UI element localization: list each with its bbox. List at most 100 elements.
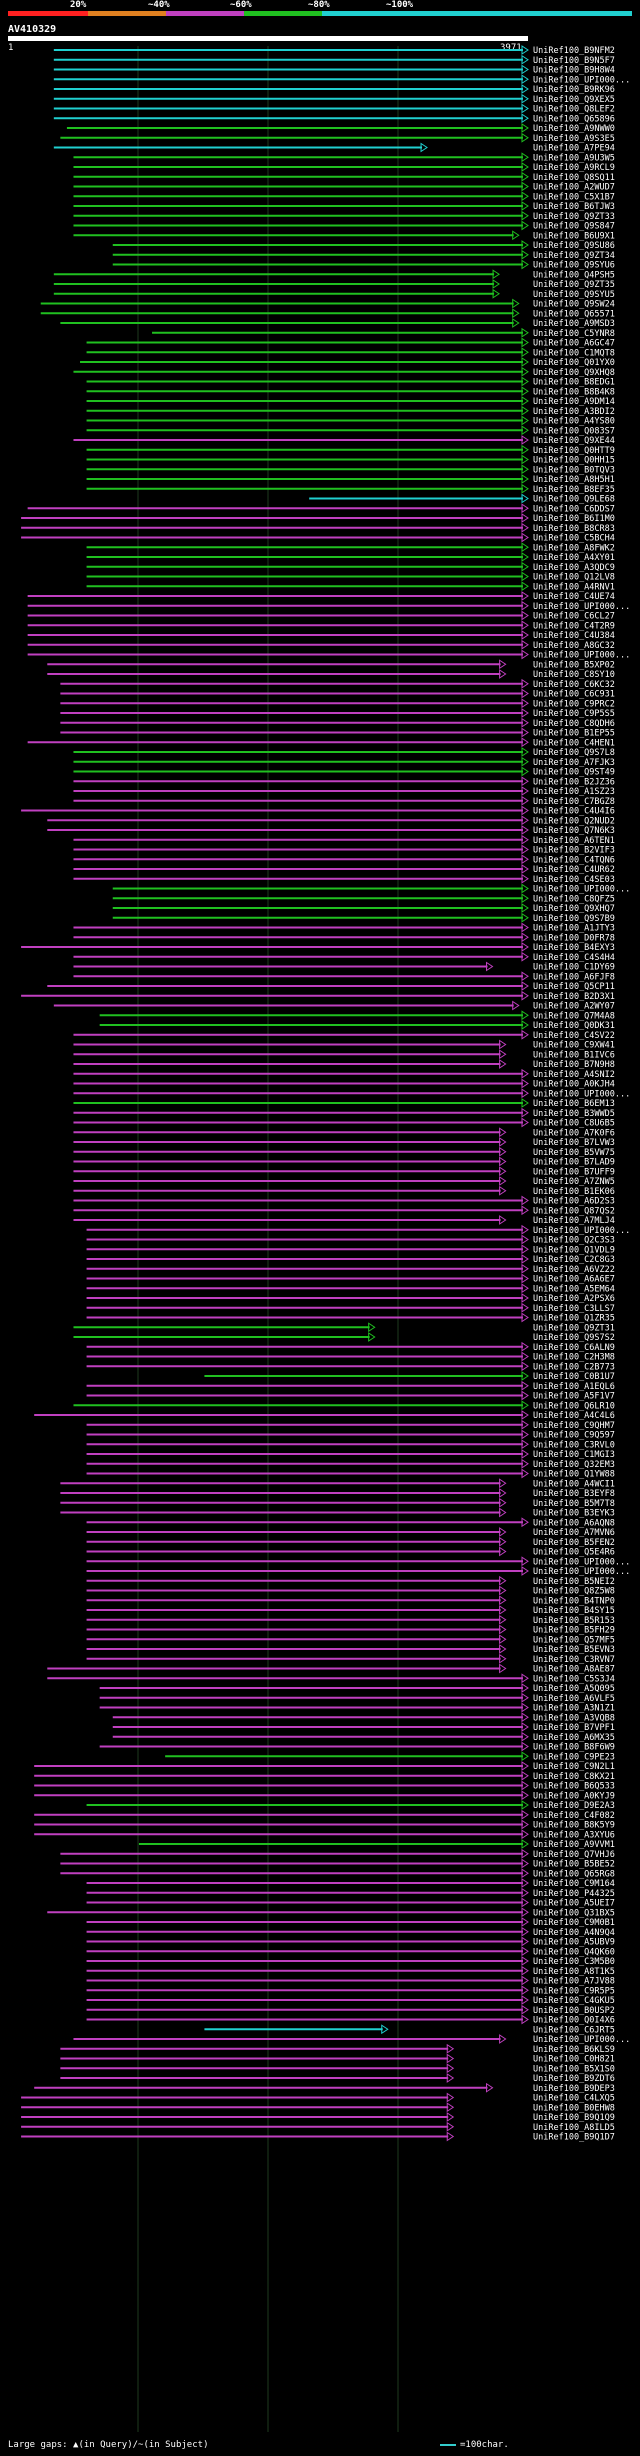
hit-row[interactable]: UniRef100_C6KC32 — [60, 678, 615, 690]
hit-row[interactable]: UniRef100_B5NEI2 — [86, 1575, 615, 1587]
hit-row[interactable]: UniRef100_B7N9H8 — [73, 1059, 615, 1070]
hit-row[interactable]: UniRef100_A5UEI7 — [86, 1897, 615, 1909]
hit-row[interactable]: UniRef100_B4EXY3 — [21, 942, 615, 953]
hit-row[interactable]: UniRef100_C1DY69 — [73, 961, 615, 973]
hit-row[interactable]: UniRef100_A7MVN6 — [86, 1527, 615, 1538]
hit-row[interactable]: UniRef100_A4SNI2 — [73, 1068, 615, 1080]
hit-row[interactable]: UniRef100_Q4QK60 — [86, 1946, 615, 1957]
hit-row[interactable]: UniRef100_C9Q597 — [86, 1429, 615, 1441]
hit-row[interactable]: UniRef100_B9N5F7 — [53, 54, 615, 66]
hit-row[interactable]: UniRef100_UPI000... — [27, 600, 631, 612]
hit-row[interactable]: UniRef100_C0H821 — [60, 2053, 615, 2065]
hit-row[interactable]: UniRef100_Q0HTT9 — [86, 444, 615, 456]
hit-row[interactable]: UniRef100_Q9SU86 — [112, 240, 615, 251]
hit-row[interactable]: UniRef100_Q9LE68 — [309, 493, 615, 505]
hit-row[interactable]: UniRef100_C4T2R9 — [27, 620, 615, 631]
hit-row[interactable]: UniRef100_A2WUD7 — [73, 181, 615, 193]
hit-row[interactable]: UniRef100_A7MLJ4 — [73, 1215, 615, 1226]
hit-row[interactable]: UniRef100_B9NFM2 — [53, 45, 615, 56]
hit-row[interactable]: UniRef100_A5Q095 — [99, 1683, 615, 1694]
hit-row[interactable]: UniRef100_B0EHW8 — [21, 2102, 615, 2113]
hit-row[interactable]: UniRef100_B2D3X1 — [21, 990, 615, 1002]
hit-row[interactable]: UniRef100_B5BE52 — [60, 1858, 615, 1870]
hit-row[interactable]: UniRef100_B5X1S0 — [60, 2063, 615, 2074]
hit-row[interactable]: UniRef100_B6KLS9 — [60, 2043, 615, 2055]
hit-row[interactable]: UniRef100_B3EYF8 — [60, 1488, 615, 1499]
hit-row[interactable]: UniRef100_P44325 — [86, 1887, 615, 1899]
hit-row[interactable]: UniRef100_A1SZ23 — [73, 786, 615, 797]
hit-row[interactable]: UniRef100_A9DM14 — [86, 396, 615, 407]
hit-row[interactable]: UniRef100_B1EP55 — [60, 727, 615, 739]
hit-row[interactable]: UniRef100_C5BCH4 — [21, 532, 615, 544]
hit-row[interactable]: UniRef100_A8FWK2 — [86, 542, 615, 553]
hit-row[interactable]: UniRef100_A4C4L6 — [34, 1410, 615, 1421]
hit-row[interactable]: UniRef100_Q9XHQ7 — [112, 903, 615, 914]
hit-row[interactable]: UniRef100_A4RNV1 — [86, 581, 615, 592]
hit-row[interactable]: UniRef100_A8H5H1 — [86, 474, 615, 485]
hit-row[interactable]: UniRef100_UPI000... — [73, 1088, 630, 1099]
hit-row[interactable]: UniRef100_Q65896 — [53, 113, 615, 124]
hit-row[interactable]: UniRef100_C2C8G3 — [86, 1254, 615, 1265]
hit-row[interactable]: UniRef100_B5R153 — [86, 1614, 615, 1626]
hit-row[interactable]: UniRef100_D9E2A3 — [86, 1800, 615, 1811]
hit-row[interactable]: UniRef100_Q0DK31 — [99, 1020, 615, 1031]
hit-row[interactable]: UniRef100_UPI000... — [53, 74, 630, 85]
hit-row[interactable]: UniRef100_Q0HH15 — [86, 454, 615, 466]
hit-row[interactable]: UniRef100_A8GC32 — [27, 639, 615, 651]
hit-row[interactable]: UniRef100_C4UE74 — [27, 591, 615, 602]
hit-row[interactable]: UniRef100_B8EDG1 — [86, 376, 615, 388]
hit-row[interactable]: UniRef100_Q5E4R6 — [86, 1546, 615, 1558]
hit-row[interactable]: UniRef100_B5M7T8 — [60, 1497, 615, 1509]
hit-row[interactable]: UniRef100_Q8SQ11 — [73, 171, 615, 183]
hit-row[interactable]: UniRef100_C5YNR8 — [152, 327, 615, 339]
hit-row[interactable]: UniRef100_Q5CP11 — [47, 981, 615, 992]
hit-row[interactable]: UniRef100_Q9XHQ8 — [73, 366, 615, 378]
hit-row[interactable]: UniRef100_C3RVN7 — [86, 1653, 615, 1665]
hit-row[interactable]: UniRef100_A3N1Z1 — [99, 1702, 615, 1714]
hit-row[interactable]: UniRef100_C9R5P5 — [86, 1985, 615, 1996]
hit-row[interactable]: UniRef100_B5EVN3 — [86, 1644, 615, 1655]
hit-row[interactable]: UniRef100_A6VZ22 — [86, 1263, 615, 1275]
hit-row[interactable]: UniRef100_A4N9Q4 — [86, 1926, 615, 1938]
hit-row[interactable]: UniRef100_Q32EM3 — [86, 1458, 615, 1470]
hit-row[interactable]: UniRef100_UPI000... — [86, 1566, 631, 1577]
hit-row[interactable]: UniRef100_Q9SYU5 — [53, 288, 615, 300]
hit-row[interactable]: UniRef100_C2B773 — [86, 1361, 615, 1372]
hit-row[interactable]: UniRef100_B3WWD5 — [73, 1107, 615, 1119]
hit-row[interactable]: UniRef100_Q01YX0 — [80, 357, 615, 368]
hit-row[interactable]: UniRef100_C6JRT5 — [204, 2024, 615, 2035]
hit-row[interactable]: UniRef100_A6VLF5 — [99, 1692, 615, 1704]
hit-row[interactable]: UniRef100_Q4PSH5 — [53, 269, 615, 280]
hit-row[interactable]: UniRef100_Q1YW88 — [86, 1468, 615, 1480]
hit-row[interactable]: UniRef100_B0TQV3 — [86, 464, 615, 475]
hit-row[interactable]: UniRef100_A5F1V7 — [86, 1390, 615, 1402]
hit-row[interactable]: UniRef100_C8KX21 — [34, 1770, 615, 1782]
hit-row[interactable]: UniRef100_A7JV88 — [86, 1975, 615, 1987]
hit-row[interactable]: UniRef100_Q9XEX5 — [53, 93, 615, 105]
hit-row[interactable]: UniRef100_A8ILD5 — [21, 2121, 615, 2133]
hit-row[interactable]: UniRef100_UPI000... — [27, 649, 631, 661]
hit-row[interactable]: UniRef100_C5X1B7 — [73, 191, 615, 202]
hit-row[interactable]: UniRef100_C6CL27 — [27, 610, 615, 622]
hit-row[interactable]: UniRef100_C4S4H4 — [73, 951, 615, 963]
hit-row[interactable]: UniRef100_Q9ZT33 — [73, 210, 615, 222]
hit-row[interactable]: UniRef100_C4U4I6 — [21, 805, 615, 817]
hit-row[interactable]: UniRef100_UPI000... — [112, 883, 630, 895]
hit-row[interactable]: UniRef100_B4TNP0 — [86, 1595, 615, 1606]
hit-row[interactable]: UniRef100_UPI000... — [86, 1556, 631, 1567]
hit-row[interactable]: UniRef100_B4SY15 — [86, 1605, 615, 1616]
hit-row[interactable]: UniRef100_C8U6B5 — [73, 1117, 615, 1129]
hit-row[interactable]: UniRef100_B1IVC6 — [73, 1049, 615, 1060]
hit-row[interactable]: UniRef100_Q65RG8 — [60, 1868, 615, 1879]
hit-row[interactable]: UniRef100_B9Q1Q9 — [21, 2112, 615, 2123]
hit-row[interactable]: UniRef100_B3EYK3 — [60, 1507, 615, 1519]
hit-row[interactable]: UniRef100_Q12LV8 — [86, 571, 615, 583]
hit-row[interactable]: UniRef100_A9U3W5 — [73, 152, 615, 163]
hit-row[interactable]: UniRef100_Q31BX5 — [47, 1907, 615, 1918]
hit-row[interactable]: UniRef100_B5FEN2 — [86, 1536, 615, 1548]
hit-row[interactable]: UniRef100_A3XYU6 — [34, 1829, 615, 1840]
hit-row[interactable]: UniRef100_B9ZDT6 — [60, 2073, 615, 2084]
hit-row[interactable]: UniRef100_C9P5S5 — [60, 708, 615, 719]
hit-row[interactable]: UniRef100_Q9SW24 — [40, 298, 615, 310]
hit-row[interactable]: UniRef100_C9M0B1 — [86, 1917, 615, 1928]
